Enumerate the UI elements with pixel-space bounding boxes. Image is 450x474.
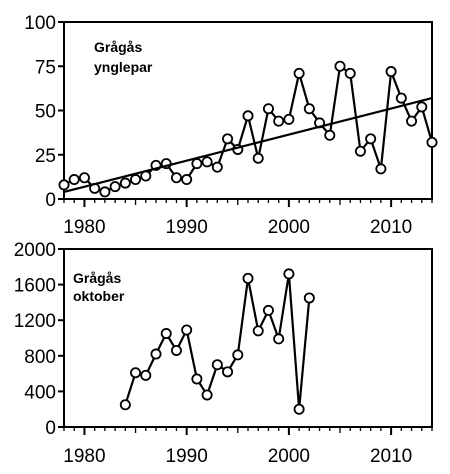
data-point: [211, 359, 223, 371]
data-point: [242, 110, 254, 122]
data-point: [68, 174, 80, 186]
y-tick-label: 1600: [14, 276, 56, 297]
data-point: [375, 163, 387, 175]
data-point: [262, 103, 274, 115]
x-tick-label: 2010: [370, 217, 412, 238]
data-point: [324, 129, 336, 141]
data-point: [365, 133, 377, 145]
panel-label: ynglepar: [94, 59, 153, 75]
data-point: [191, 158, 203, 170]
y-tick-label: 100: [24, 13, 56, 34]
data-point: [344, 67, 356, 79]
y-tick-label: 75: [35, 57, 56, 78]
data-point: [334, 60, 346, 72]
chart-top-breeding-pairs: 0 25 50 75 100 1980 1990 2000 2010 Grågås ynglepar: [24, 13, 438, 238]
data-point: [293, 67, 305, 79]
panel-label: Grågås: [73, 270, 121, 286]
data-point: [150, 348, 162, 360]
data-point: [252, 325, 264, 337]
data-point: [303, 292, 315, 304]
y-tick-label: 50: [35, 102, 56, 123]
data-point: [273, 333, 285, 345]
data-point: [303, 103, 315, 115]
x-tick-label: 1990: [166, 217, 208, 238]
y-tick-label: 0: [45, 190, 56, 211]
data-point: [283, 268, 295, 280]
data-point: [283, 113, 295, 125]
data-point: [130, 174, 142, 186]
data-point: [99, 186, 111, 198]
data-point: [130, 367, 142, 379]
data-point: [222, 366, 234, 378]
data-point: [426, 136, 438, 148]
y-tick-label: 1200: [14, 311, 56, 332]
trend-line: [63, 97, 433, 193]
data-point: [293, 403, 305, 415]
data-point: [170, 172, 182, 184]
data-point: [201, 389, 213, 401]
data-point: [395, 92, 407, 104]
data-point: [119, 399, 131, 411]
data-point: [140, 369, 152, 381]
x-tick-label: 1990: [166, 446, 208, 467]
x-tick-label: 2000: [268, 217, 310, 238]
data-point: [232, 349, 244, 361]
y-tick-label: 0: [45, 418, 56, 439]
y-tick-label: 400: [24, 382, 56, 403]
data-point: [242, 272, 254, 284]
data-point: [201, 156, 213, 168]
chart-bottom-october: 0 400 800 1200 1600 2000 1980 1990 2000 2010 Grågå…: [14, 240, 433, 467]
data-point: [354, 145, 366, 157]
data-point: [160, 328, 172, 340]
x-tick-label: 2000: [268, 446, 310, 467]
y-tick-label: 800: [24, 347, 56, 368]
x-tick-label: 1980: [63, 446, 105, 467]
data-point: [416, 101, 428, 113]
panel-label: Grågås: [94, 39, 142, 55]
y-tick-label: 2000: [14, 240, 56, 261]
x-tick-label: 2010: [370, 446, 412, 467]
data-point: [406, 115, 418, 127]
data-point: [170, 344, 182, 356]
data-point: [211, 161, 223, 173]
data-point: [191, 373, 203, 385]
series-line: [63, 65, 434, 194]
data-point: [181, 324, 193, 336]
data-point: [222, 133, 234, 145]
data-point: [262, 304, 274, 316]
data-point: [252, 152, 264, 164]
data-point: [181, 174, 193, 186]
data-point: [58, 179, 70, 191]
data-point: [78, 172, 90, 184]
data-point: [273, 115, 285, 127]
data-point: [109, 181, 121, 193]
x-tick-label: 1980: [63, 217, 105, 238]
y-tick-label: 25: [35, 146, 56, 167]
panel-label: oktober: [73, 288, 125, 304]
data-point: [385, 66, 397, 78]
data-point: [119, 177, 131, 189]
